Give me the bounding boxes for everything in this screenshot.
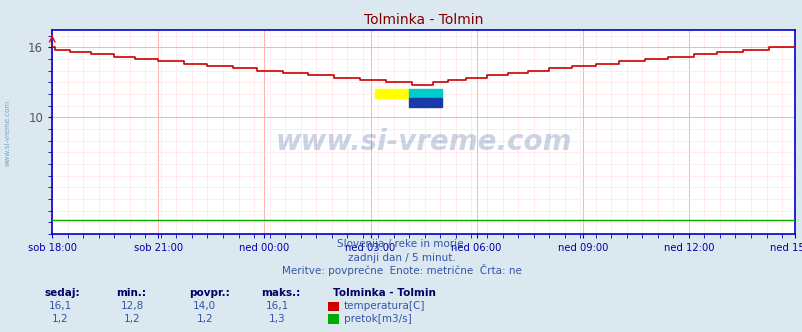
Text: www.si-vreme.com: www.si-vreme.com xyxy=(5,100,11,166)
Text: sedaj:: sedaj: xyxy=(44,289,79,298)
Text: pretok[m3/s]: pretok[m3/s] xyxy=(343,314,411,324)
Text: povpr.:: povpr.: xyxy=(188,289,229,298)
Text: www.si-vreme.com: www.si-vreme.com xyxy=(275,128,571,156)
Text: min.:: min.: xyxy=(116,289,146,298)
Bar xyxy=(408,98,442,108)
Text: temperatura[C]: temperatura[C] xyxy=(343,301,424,311)
Bar xyxy=(375,89,408,98)
Text: 1,2: 1,2 xyxy=(52,314,68,324)
Text: 1,3: 1,3 xyxy=(269,314,285,324)
Bar xyxy=(408,89,442,98)
Text: 16,1: 16,1 xyxy=(265,301,288,311)
Text: zadnji dan / 5 minut.: zadnji dan / 5 minut. xyxy=(347,253,455,263)
Text: 1,2: 1,2 xyxy=(196,314,213,324)
Text: Tolminka - Tolmin: Tolminka - Tolmin xyxy=(333,289,435,298)
Text: 14,0: 14,0 xyxy=(193,301,216,311)
Text: maks.:: maks.: xyxy=(261,289,300,298)
Text: Meritve: povprečne  Enote: metrične  Črta: ne: Meritve: povprečne Enote: metrične Črta:… xyxy=(282,264,520,276)
Text: Slovenija / reke in morje.: Slovenija / reke in morje. xyxy=(336,239,466,249)
Text: 16,1: 16,1 xyxy=(49,301,71,311)
Text: 12,8: 12,8 xyxy=(121,301,144,311)
Text: 1,2: 1,2 xyxy=(124,314,140,324)
Title: Tolminka - Tolmin: Tolminka - Tolmin xyxy=(363,13,483,27)
